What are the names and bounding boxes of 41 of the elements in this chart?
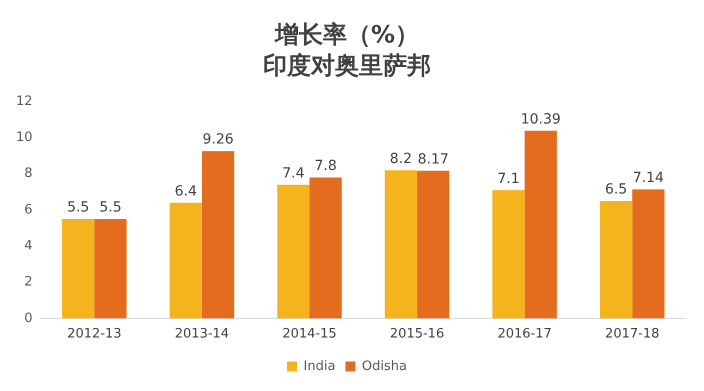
x-tick-label: 2015-16 (390, 326, 444, 342)
bar (492, 190, 525, 318)
bar (524, 130, 557, 318)
data-label: 7.8 (314, 158, 337, 174)
chart-title: 增长率（%） (274, 20, 420, 49)
data-label: 5.5 (67, 200, 90, 216)
x-tick-label: 2012-13 (67, 326, 122, 342)
data-label: 7.14 (632, 170, 664, 186)
data-label: 8.17 (418, 151, 449, 168)
bar (62, 219, 94, 318)
bar (277, 184, 310, 318)
y-tick-label: 10 (16, 130, 33, 146)
bar (417, 170, 450, 318)
legend-label: Odisha (362, 358, 407, 374)
bar (309, 177, 342, 318)
data-label: 7.4 (282, 165, 305, 182)
y-tick-label: 2 (24, 274, 33, 290)
y-tick-label: 12 (16, 94, 33, 109)
bar (170, 202, 202, 318)
bar (384, 170, 418, 318)
x-tick-label: 2013-14 (174, 326, 230, 342)
data-label: 10.39 (520, 111, 561, 128)
data-label: 6.4 (174, 183, 197, 200)
y-tick-label: 6 (24, 202, 33, 218)
bar (632, 189, 664, 318)
y-tick-label: 4 (24, 238, 33, 254)
legend-label: India (304, 358, 336, 374)
bar (202, 151, 234, 318)
bar (94, 219, 127, 318)
chart-subtitle: 印度对奥里萨邦 (263, 51, 431, 80)
x-tick-label: 2014-15 (282, 326, 337, 342)
data-label: 7.1 (497, 170, 520, 187)
data-label: 8.2 (390, 150, 412, 167)
data-label: 6.5 (604, 182, 628, 198)
data-label: 9.26 (202, 132, 234, 148)
bar (600, 200, 632, 318)
y-tick-label: 8 (24, 166, 33, 182)
data-label: 5.5 (99, 200, 122, 216)
x-tick-label: 2016-17 (497, 326, 552, 342)
y-tick-label: 0 (24, 310, 33, 326)
x-tick-label: 2017-18 (605, 326, 660, 342)
